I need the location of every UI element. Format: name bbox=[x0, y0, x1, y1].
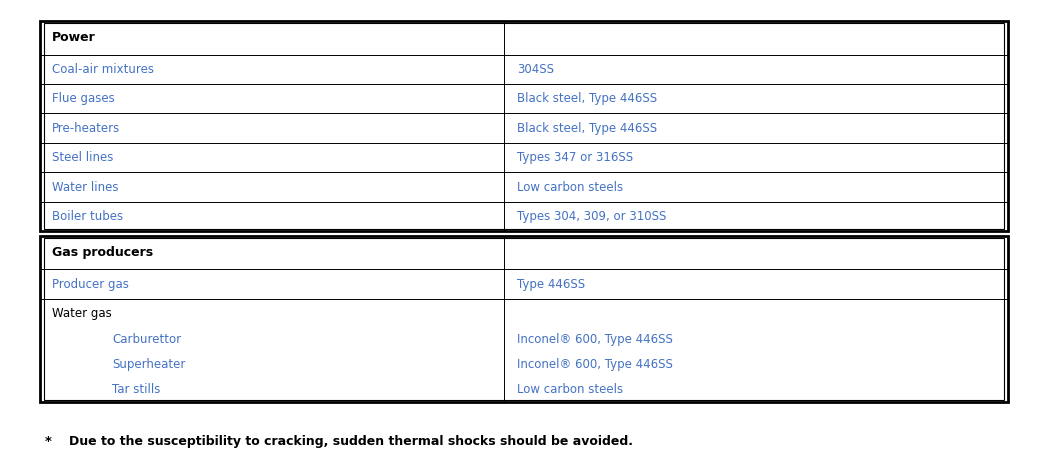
Text: Type 446SS: Type 446SS bbox=[516, 278, 585, 290]
Bar bbox=[40, 21, 1008, 231]
Text: Gas producers: Gas producers bbox=[52, 246, 153, 259]
Text: Types 304, 309, or 310SS: Types 304, 309, or 310SS bbox=[516, 210, 666, 223]
Text: Steel lines: Steel lines bbox=[52, 151, 113, 164]
Text: Producer gas: Producer gas bbox=[52, 278, 129, 290]
Text: Low carbon steels: Low carbon steels bbox=[516, 382, 623, 396]
Text: Inconel® 600, Type 446SS: Inconel® 600, Type 446SS bbox=[516, 333, 672, 346]
Text: Coal-air mixtures: Coal-air mixtures bbox=[52, 63, 154, 76]
Text: Types 347 or 316SS: Types 347 or 316SS bbox=[516, 151, 633, 164]
Text: Flue gases: Flue gases bbox=[52, 92, 115, 105]
Text: Power: Power bbox=[52, 31, 96, 44]
Text: Black steel, Type 446SS: Black steel, Type 446SS bbox=[516, 92, 657, 105]
Text: Tar stills: Tar stills bbox=[112, 382, 160, 396]
Bar bbox=[44, 238, 1004, 400]
Text: Black steel, Type 446SS: Black steel, Type 446SS bbox=[516, 122, 657, 134]
Text: Low carbon steels: Low carbon steels bbox=[516, 181, 623, 193]
Text: Water lines: Water lines bbox=[52, 181, 119, 193]
Text: 304SS: 304SS bbox=[516, 63, 554, 76]
Text: Superheater: Superheater bbox=[112, 358, 185, 371]
Text: Inconel® 600, Type 446SS: Inconel® 600, Type 446SS bbox=[516, 358, 672, 371]
Text: Pre-heaters: Pre-heaters bbox=[52, 122, 121, 134]
Text: Water gas: Water gas bbox=[52, 306, 111, 319]
Bar bbox=[44, 23, 1004, 229]
Text: Boiler tubes: Boiler tubes bbox=[52, 210, 123, 223]
Bar bbox=[40, 236, 1008, 402]
Text: Carburettor: Carburettor bbox=[112, 333, 181, 346]
Text: *: * bbox=[45, 435, 52, 448]
Text: Due to the susceptibility to cracking, sudden thermal shocks should be avoided.: Due to the susceptibility to cracking, s… bbox=[69, 435, 633, 448]
